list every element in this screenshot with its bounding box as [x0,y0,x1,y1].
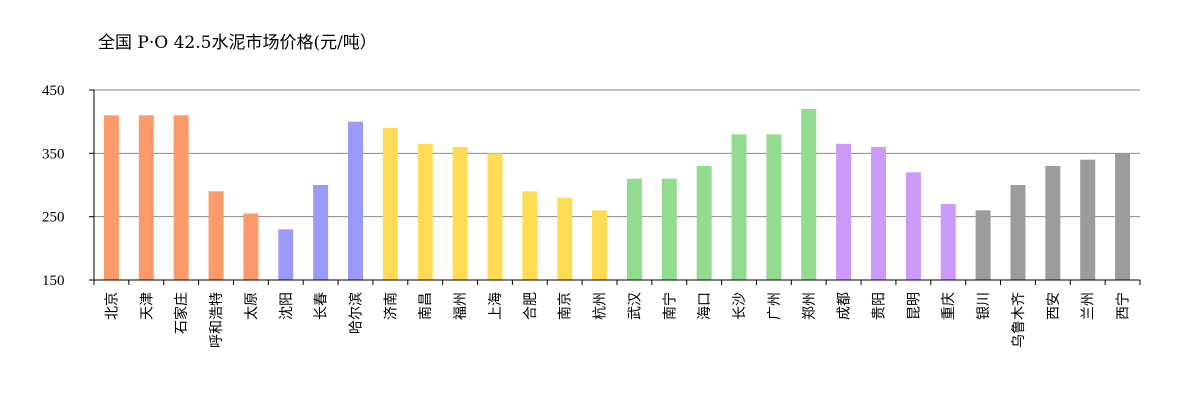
x-tick-label: 兰州 [1081,292,1097,320]
bar-沈阳 [278,229,294,280]
bar-石家庄 [173,115,189,280]
bar-武汉 [626,178,642,280]
bar-福州 [452,147,468,280]
y-tick-label: 250 [42,210,65,226]
bar-成都 [836,143,852,280]
x-tick-label: 广州 [767,292,783,320]
x-tick-label: 重庆 [941,292,957,320]
bar-长沙 [731,134,747,280]
bar-银川 [975,210,991,280]
x-tick-label: 贵阳 [872,292,888,320]
y-tick-labels: 150 250 350 450 [42,83,65,289]
bar-西宁 [1115,153,1131,280]
y-tick-label: 150 [42,273,65,289]
gridlines [94,89,1140,218]
x-tick-label: 成都 [837,292,853,320]
bar-天津 [138,115,154,280]
x-tick-label: 西安 [1046,292,1062,320]
bars [103,109,1131,281]
bar-太原 [243,213,259,280]
x-tick-label: 合肥 [523,292,539,320]
bar-哈尔滨 [348,121,363,281]
x-tick-label: 南宁 [661,292,678,320]
bar-重庆 [940,204,956,280]
x-tick-label: 长沙 [732,292,748,320]
x-tick-label: 武汉 [627,292,643,320]
bar-北京 [103,115,119,280]
x-tick-label: 哈尔滨 [349,292,365,334]
x-tick-label: 乌鲁木齐 [1011,292,1027,348]
axes [89,89,1141,285]
x-tick-label: 济南 [383,292,399,320]
bar-南宁 [661,178,677,280]
x-tick-label: 杭州 [593,292,609,320]
x-tick-label: 长春 [314,292,330,320]
bar-长春 [313,185,329,280]
bar-西安 [1045,166,1061,280]
chart-title: 全国 P·O 42.5水泥市场价格(元/吨） [98,33,377,53]
x-tick-label: 南京 [558,292,574,320]
bar-呼和浩特 [208,191,224,280]
x-tick-label: 郑州 [802,292,818,320]
bar-济南 [382,128,398,280]
x-tick-label: 银川 [976,292,992,320]
x-tick-label: 南昌 [418,292,434,320]
bar-广州 [766,134,782,280]
bar-海口 [696,166,712,280]
x-tick-label: 石家庄 [173,292,190,334]
x-tick-label: 海口 [697,292,713,320]
bar-郑州 [801,109,817,280]
bar-乌鲁木齐 [1010,185,1026,280]
x-tick-labels: 北京 天津 石家庄 呼和浩特 太原 沈阳 长春 哈尔滨 济南 南昌 福州 上海 合肥 南京 杭州 武汉 南宁 海口… [104,292,1131,348]
bar-合肥 [522,191,538,280]
x-tick-label: 天津 [139,292,155,320]
x-tick-label: 沈阳 [279,292,295,320]
x-tick-label: 福州 [453,292,469,320]
bar-杭州 [592,210,608,280]
y-tick-label: 350 [42,146,65,162]
bar-南京 [557,197,573,280]
x-tick-label: 昆明 [906,292,922,320]
bar-贵阳 [871,147,886,280]
x-tick-label: 西宁 [1115,292,1132,320]
x-tick-label: 呼和浩特 [209,292,225,348]
x-tick-label: 上海 [488,292,504,320]
x-tick-label: 北京 [104,292,120,320]
y-tick-label: 450 [42,83,65,99]
bar-上海 [487,153,503,280]
bar-兰州 [1080,159,1096,280]
x-tick-label: 太原 [244,292,260,320]
bar-南昌 [417,143,433,280]
bar-昆明 [905,172,921,280]
